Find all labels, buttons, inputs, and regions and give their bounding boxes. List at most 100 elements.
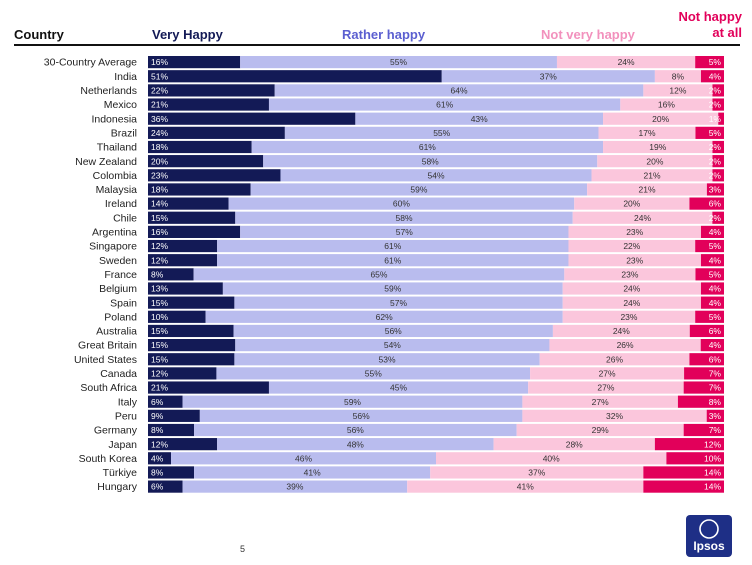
bar-segment	[240, 225, 569, 238]
bar-segment	[148, 98, 269, 111]
data-label: 14%	[704, 468, 721, 478]
data-label: 20%	[151, 156, 168, 166]
category-label: Spain	[110, 297, 137, 309]
bar-segment	[205, 310, 563, 323]
bar-segment	[683, 423, 724, 437]
bar-segment	[234, 296, 563, 309]
data-label: 8%	[709, 397, 722, 407]
data-label: 12%	[704, 439, 721, 449]
data-label: 61%	[384, 255, 401, 265]
data-label: 4%	[709, 227, 722, 237]
data-label: 10%	[151, 312, 168, 322]
data-label: 23%	[151, 170, 168, 180]
bar-segment	[148, 296, 235, 309]
data-label: 48%	[347, 439, 364, 449]
bar-segment	[148, 183, 251, 196]
bar-segment	[700, 70, 724, 83]
data-label: 1%	[709, 114, 722, 124]
bar-segment	[263, 155, 598, 168]
bar-segment	[689, 197, 724, 210]
bar-segment	[597, 155, 713, 168]
logo-text: Ipsos	[693, 539, 725, 553]
bar-segment	[235, 211, 573, 224]
data-label: 57%	[390, 298, 407, 308]
bar-segment	[251, 140, 604, 154]
data-label: 4%	[709, 284, 722, 294]
data-label: 60%	[393, 199, 410, 209]
bar-segment	[712, 155, 724, 168]
bar-segment	[568, 225, 701, 238]
bar-segment	[148, 409, 200, 422]
bar-segment	[268, 381, 529, 394]
column-header-country: Country	[14, 27, 64, 42]
bar-segment	[706, 409, 724, 422]
bar-segment	[654, 70, 701, 83]
data-label: 22%	[151, 86, 168, 96]
bar-segment	[556, 56, 696, 69]
bar-segment	[171, 452, 437, 465]
category-label: France	[104, 269, 137, 281]
bar-segment	[436, 452, 667, 465]
bar-segment	[695, 310, 724, 323]
data-label: 24%	[623, 284, 640, 294]
bar-segment	[148, 254, 218, 267]
data-label: 21%	[639, 185, 656, 195]
data-label: 64%	[451, 86, 468, 96]
data-label: 39%	[286, 482, 303, 492]
bar-segment	[695, 268, 724, 281]
bar-segment	[407, 480, 644, 493]
data-label: 45%	[390, 383, 407, 393]
data-label: 24%	[618, 57, 635, 67]
bar-segment	[235, 339, 550, 352]
bar-segment	[216, 367, 531, 380]
data-label: 5%	[709, 128, 722, 138]
data-label: 3%	[709, 185, 722, 195]
data-label: 16%	[151, 227, 168, 237]
bar-segment	[587, 183, 707, 196]
category-label: Thailand	[97, 142, 137, 154]
bar-segment	[591, 169, 713, 182]
data-label: 20%	[652, 114, 669, 124]
bar-segment	[539, 353, 690, 366]
bar-segment	[148, 310, 206, 323]
data-label: 23%	[620, 312, 637, 322]
bar-segment	[284, 126, 599, 139]
bar-segment	[695, 239, 724, 253]
data-label: 2%	[709, 213, 722, 223]
bar-segment	[182, 395, 523, 408]
bar-segment	[689, 353, 724, 366]
bar-segment	[268, 98, 621, 111]
category-label: Türkiye	[103, 467, 138, 479]
data-label: 20%	[646, 156, 663, 166]
data-label: 29%	[592, 425, 609, 435]
data-label: 12%	[151, 255, 168, 265]
data-label: 16%	[151, 57, 168, 67]
data-label: 12%	[151, 241, 168, 251]
data-label: 17%	[639, 128, 656, 138]
page-number: 5	[240, 544, 246, 554]
data-label: 55%	[365, 369, 382, 379]
bar-segment	[683, 381, 724, 394]
bar-segment	[148, 381, 269, 394]
bar-segment	[700, 254, 724, 267]
category-label: South Africa	[80, 382, 137, 394]
bar-segment	[148, 140, 252, 154]
data-label: 13%	[151, 284, 168, 294]
data-label: 58%	[422, 156, 439, 166]
bar-segment	[562, 310, 696, 323]
bar-segment	[217, 239, 569, 253]
legend-rather-happy: Rather happy	[342, 27, 426, 42]
bar-segment	[233, 324, 553, 338]
category-label: South Korea	[79, 453, 138, 465]
category-label: Germany	[94, 425, 138, 437]
bar-segment	[562, 296, 701, 309]
data-label: 41%	[304, 468, 321, 478]
bar-segment	[148, 353, 235, 366]
bar-segment	[530, 367, 685, 380]
bar-segment	[712, 140, 724, 154]
data-label: 43%	[471, 114, 488, 124]
legend-not-happy-line1: Not happy	[678, 9, 742, 24]
data-label: 56%	[353, 411, 370, 421]
bar-segment	[194, 423, 517, 437]
bar-segment	[712, 169, 724, 182]
